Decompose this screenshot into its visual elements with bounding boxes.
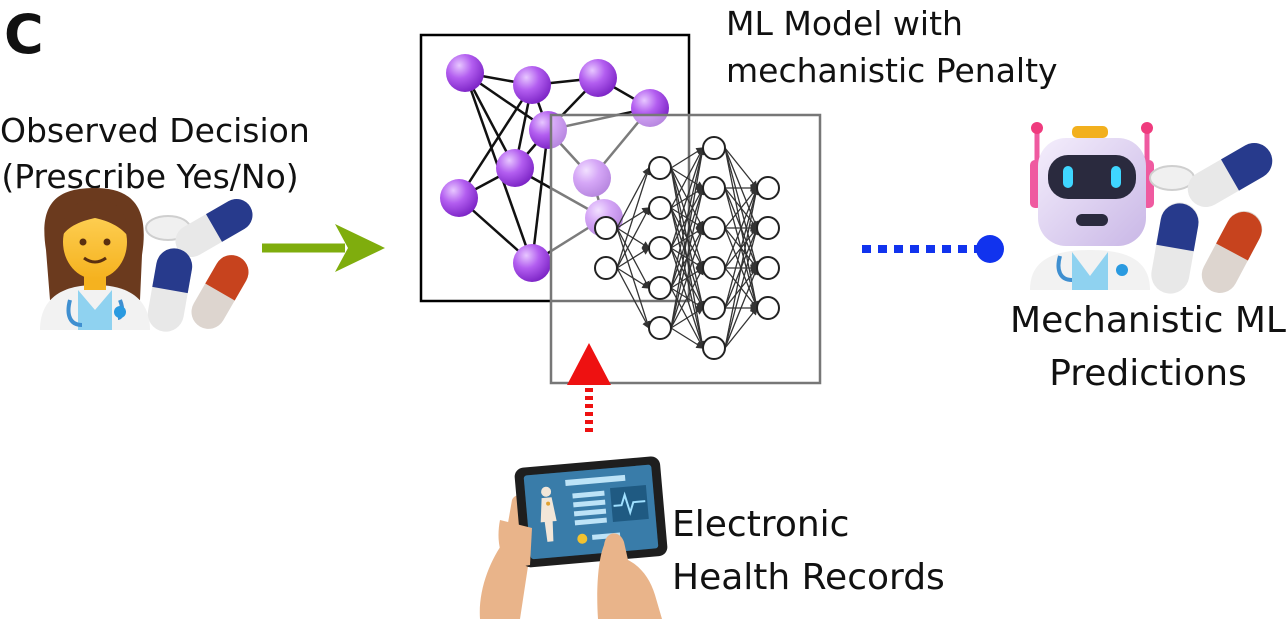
nn-edge — [670, 146, 706, 329]
doctor-icon — [40, 188, 150, 330]
nn-node — [756, 296, 780, 320]
predictions-line-2: Predictions — [1049, 353, 1247, 394]
green-arrow — [262, 224, 385, 272]
nn-node — [702, 336, 726, 360]
model-line-1: ML Model with — [726, 4, 963, 43]
observed-decision-label: Observed Decision (Prescribe Yes/No) — [0, 108, 310, 200]
nn-edge — [670, 146, 704, 209]
nn-edge — [616, 206, 650, 269]
graph-node — [573, 159, 611, 197]
nn-edge — [670, 146, 705, 249]
nn-edge — [724, 306, 758, 349]
nn-node — [702, 216, 726, 240]
nn-edge — [670, 146, 706, 289]
nn-edge — [670, 266, 704, 329]
nn-node — [702, 256, 726, 280]
nn-edge — [616, 267, 651, 289]
nn-edge — [724, 186, 760, 349]
graph-model-box — [419, 33, 691, 303]
nn-edge — [724, 266, 759, 349]
nn-node — [648, 236, 672, 260]
pills-icon — [145, 199, 253, 332]
nn-edge — [616, 166, 650, 229]
red-arrow — [567, 343, 611, 432]
nn-edge — [670, 226, 705, 329]
graph-node — [579, 59, 617, 97]
nn-node — [756, 216, 780, 240]
nn-edge — [616, 166, 651, 269]
graph-node — [529, 111, 567, 149]
nn-edge — [670, 186, 706, 329]
nn-edge — [724, 226, 760, 349]
nn-node — [648, 276, 672, 300]
nn-edge — [670, 327, 705, 349]
nn-edge — [616, 247, 651, 269]
nn-node — [702, 176, 726, 200]
nn-node — [702, 136, 726, 160]
graph-node — [631, 89, 669, 127]
nn-edge — [724, 186, 760, 309]
model-line-2: mechanistic Penalty — [726, 51, 1058, 90]
observed-line-2: (Prescribe Yes/No) — [1, 157, 299, 196]
predictions-label: Mechanistic ML Predictions — [1008, 294, 1288, 400]
nn-node — [648, 316, 672, 340]
ehr-line-1: Electronic — [672, 504, 850, 545]
nn-node — [594, 256, 618, 280]
graph-node — [440, 179, 478, 217]
observed-line-1: Observed Decision — [0, 111, 310, 150]
graph-node — [446, 54, 484, 92]
tablet-ehr-icon — [479, 456, 668, 619]
nn-edge — [724, 186, 759, 269]
ehr-line-2: Health Records — [672, 557, 945, 598]
ehr-label: Electronic Health Records — [672, 498, 945, 604]
nn-edge — [616, 267, 650, 330]
graph-node — [496, 149, 534, 187]
nn-edge — [670, 307, 705, 329]
nn-node — [756, 176, 780, 200]
panel-letter: C — [4, 3, 44, 66]
nn-edge — [724, 147, 758, 190]
nn-node — [648, 156, 672, 180]
graph-node — [513, 66, 551, 104]
blue-dotted-connector — [862, 235, 1004, 263]
robot-doctor-icon — [1030, 122, 1273, 294]
nn-node — [756, 256, 780, 280]
ml-model-label: ML Model with mechanistic Penalty — [726, 0, 1058, 94]
nn-node — [702, 296, 726, 320]
neural-network — [594, 136, 780, 360]
nn-node — [594, 216, 618, 240]
nn-node — [648, 196, 672, 220]
predictions-line-1: Mechanistic ML — [1010, 300, 1286, 341]
graph-node — [513, 244, 551, 282]
